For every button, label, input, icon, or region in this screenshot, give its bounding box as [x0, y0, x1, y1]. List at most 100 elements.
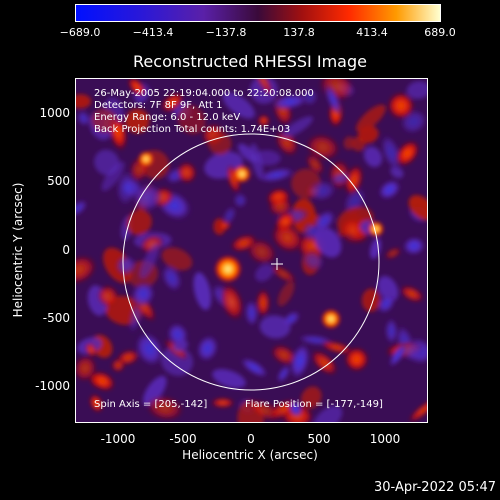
image-blob — [161, 264, 183, 292]
image-blob — [85, 342, 97, 358]
image-plot-area — [75, 78, 428, 423]
image-blob — [76, 94, 91, 109]
image-blob — [363, 146, 383, 168]
image-blob — [399, 285, 425, 303]
image-blob — [115, 169, 137, 207]
bright-source — [138, 151, 154, 167]
image-blob — [314, 227, 342, 258]
colorbar-tick-label: −413.4 — [132, 26, 174, 39]
image-blob — [288, 400, 303, 418]
image-blob — [127, 79, 147, 98]
image-blob — [282, 116, 314, 138]
image-blob — [376, 293, 396, 314]
image-blob — [275, 129, 299, 157]
image-blob — [177, 104, 206, 135]
colorbar-tick-label: 413.4 — [356, 26, 388, 39]
image-blob — [312, 209, 336, 233]
image-blob — [91, 108, 117, 133]
image-texture — [76, 79, 427, 422]
image-blob — [268, 196, 293, 217]
image-blob — [255, 264, 274, 282]
colorbar — [75, 4, 441, 22]
image-blob — [145, 395, 184, 421]
colorbar-tick-label: −137.8 — [205, 26, 247, 39]
image-blob — [89, 393, 104, 413]
image-blob — [256, 288, 271, 317]
image-blob — [307, 180, 337, 202]
image-blob — [240, 357, 269, 378]
image-blob — [76, 199, 88, 217]
bright-source — [321, 309, 341, 329]
image-blob — [324, 83, 342, 117]
image-blob — [320, 340, 354, 355]
image-blob — [246, 238, 277, 265]
image-blob — [271, 222, 304, 253]
rhessi-image — [76, 79, 427, 422]
image-blob — [126, 209, 152, 236]
energy-range-text: Energy Range: 6.0 - 12.0 keV — [94, 112, 241, 123]
y-tick-label: 0 — [62, 243, 70, 257]
image-blob — [212, 369, 246, 389]
bright-source — [368, 221, 384, 237]
image-blob — [305, 133, 341, 161]
time-range-text: 26-May-2005 22:19:04.000 to 22:20:08.000 — [94, 88, 314, 99]
x-tick-label: 500 — [307, 432, 331, 446]
spin-axis-cross-icon — [271, 258, 283, 270]
colorbar-tick-label: −689.0 — [59, 26, 101, 39]
image-blob — [402, 236, 426, 256]
image-blob — [111, 358, 126, 373]
colorbar-gradient — [76, 5, 440, 21]
image-blob — [289, 342, 311, 380]
x-tick-label: -500 — [169, 432, 197, 446]
image-blob — [76, 110, 91, 127]
image-blob — [377, 275, 399, 302]
detectors-text: Detectors: 7F 8F 9F, Att 1 — [94, 100, 223, 111]
image-blob — [313, 405, 343, 422]
x-axis-label: Heliocentric X (arcsec) — [182, 448, 318, 462]
image-blob — [96, 284, 120, 308]
overlay — [122, 133, 380, 391]
image-blob — [388, 342, 408, 368]
image-blob — [270, 93, 309, 110]
image-blob — [160, 92, 185, 113]
image-blob — [143, 375, 167, 406]
image-blob — [257, 114, 270, 127]
image-blob — [208, 132, 232, 155]
footer-timestamp: 30-Apr-2022 05:47 — [374, 480, 496, 495]
image-blob — [101, 161, 125, 192]
image-blob — [196, 334, 219, 362]
image-blob — [125, 108, 150, 134]
image-blob — [233, 192, 248, 209]
image-blob — [276, 364, 291, 383]
image-blob — [130, 281, 156, 308]
image-blob — [257, 167, 296, 183]
image-blob — [302, 250, 325, 271]
bright-source — [233, 165, 251, 183]
y-tick-label: 1000 — [39, 106, 70, 120]
image-blob — [387, 91, 415, 120]
y-axis-label: Heliocentric Y (arcsec) — [11, 182, 25, 318]
x-tick-label: -1000 — [100, 432, 136, 446]
colorbar-tick-label: 137.8 — [283, 26, 315, 39]
image-blob — [219, 283, 244, 321]
image-blob — [222, 205, 237, 225]
image-blob — [384, 247, 402, 260]
image-blob — [76, 255, 97, 285]
y-tick-label: -1000 — [35, 379, 70, 393]
image-blob — [131, 182, 164, 213]
image-blob — [310, 350, 338, 376]
y-tick-label: -500 — [42, 311, 70, 325]
image-blob — [300, 386, 322, 409]
image-blob — [176, 161, 197, 184]
image-blob — [408, 397, 427, 422]
flare-position-text: Flare Position = [-177,-149] — [245, 399, 383, 410]
image-blob — [253, 79, 274, 97]
image-blob — [339, 216, 366, 245]
image-blob — [244, 299, 259, 327]
y-tick-label: 500 — [47, 174, 70, 188]
image-blob — [361, 288, 381, 312]
image-blob — [395, 140, 420, 167]
image-blob — [237, 143, 258, 163]
image-blob — [116, 255, 137, 276]
solar-limb-circle — [122, 133, 380, 391]
